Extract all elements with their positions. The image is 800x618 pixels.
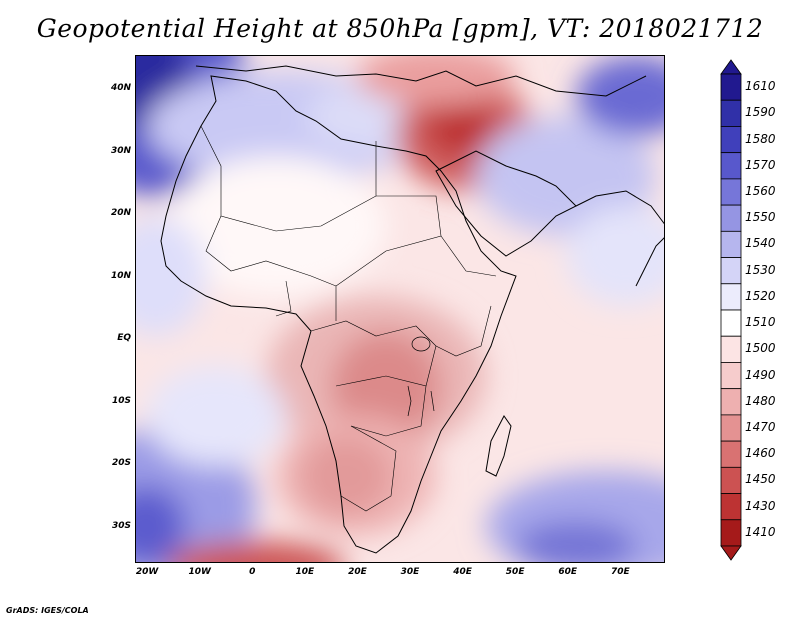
- colorbar-segment: [720, 493, 742, 521]
- coastline-asia: [575, 190, 664, 225]
- colorbar-bottom-arrow: [720, 545, 742, 561]
- lon-tick-label: 60E: [558, 567, 578, 577]
- colorbar-segment: [720, 440, 742, 468]
- colorbar-level-label: 1560: [745, 184, 776, 198]
- colorbar-level-label: 1580: [745, 131, 776, 146]
- colorbar-level-label: 1500: [745, 341, 776, 356]
- colorbar-level-label: 1610: [745, 79, 776, 94]
- map-plot: [135, 55, 665, 563]
- colorbar: [720, 59, 742, 561]
- lat-tick-label: 40N: [110, 83, 131, 94]
- colorbar-segment: [720, 335, 742, 363]
- lat-tick-label: EQ: [117, 333, 131, 344]
- colorbar-level-label: 1470: [745, 420, 776, 434]
- lon-tick-label: 20E: [348, 567, 367, 577]
- lon-tick-label: 10E: [295, 567, 315, 577]
- colorbar-segment: [720, 388, 742, 416]
- colorbar-level-label: 1480: [745, 393, 776, 408]
- colorbar-segment: [720, 178, 742, 206]
- lat-tick-label: 20N: [110, 208, 131, 219]
- colorbar-level-label: 1540: [745, 236, 776, 251]
- colorbar-level-label: 1520: [745, 288, 776, 303]
- colorbar-segment: [720, 309, 742, 337]
- lakes: [407, 336, 435, 417]
- lon-tick-label: 10W: [188, 567, 211, 577]
- coastline-india: [635, 237, 664, 287]
- chart-title: Geopotential Height at 850hPa [gpm], VT:…: [36, 14, 764, 43]
- coastline-madagascar: [485, 415, 512, 477]
- colorbar-segment: [720, 414, 742, 442]
- lon-tick-label: 50E: [505, 567, 525, 577]
- colorbar-level-label: 1510: [745, 315, 776, 330]
- coastline-europe: [195, 65, 647, 97]
- credit-text: GrADS: IGES/COLA: [6, 606, 89, 615]
- colorbar-segment: [720, 257, 742, 285]
- lon-tick-label: 70E: [610, 567, 630, 577]
- country-borders: [200, 125, 497, 512]
- colorbar-segment: [720, 466, 742, 494]
- colorbar-level-label: 1450: [745, 472, 776, 487]
- colorbar-segment: [720, 204, 742, 232]
- lon-tick-label: 0: [249, 567, 256, 577]
- lat-tick-label: 30N: [110, 145, 131, 156]
- colorbar-level-label: 1490: [745, 367, 776, 382]
- colorbar-top-arrow: [720, 59, 742, 75]
- colorbar-segment: [720, 99, 742, 127]
- colorbar-level-label: 1410: [745, 524, 776, 539]
- lon-tick-label: 40E: [453, 567, 472, 577]
- colorbar-level-label: 1460: [745, 446, 776, 461]
- colorbar-level-label: 1570: [745, 157, 776, 172]
- colorbar-level-label: 1590: [745, 105, 776, 120]
- lon-tick-label: 30E: [400, 567, 420, 577]
- coastline-arabia: [435, 150, 577, 257]
- colorbar-segment: [720, 283, 742, 311]
- colorbar-level-label: 1530: [745, 262, 776, 277]
- lat-tick-label: 10N: [110, 270, 131, 281]
- colorbar-segment: [720, 126, 742, 154]
- coastlines: [160, 65, 664, 554]
- colorbar-segment: [720, 519, 742, 547]
- lon-tick-label: 20W: [135, 567, 159, 577]
- colorbar-level-label: 1430: [745, 498, 776, 513]
- lat-tick-label: 20S: [111, 458, 131, 469]
- colorbar-segment: [720, 73, 742, 101]
- lat-tick-label: 10S: [111, 395, 131, 406]
- coastline-africa: [160, 75, 517, 554]
- colorbar-segment: [720, 362, 742, 390]
- colorbar-level-label: 1550: [745, 210, 776, 225]
- colorbar-segment: [720, 152, 742, 180]
- lat-tick-label: 30S: [111, 520, 131, 531]
- colorbar-segment: [720, 230, 742, 258]
- map-canvas: [136, 56, 664, 562]
